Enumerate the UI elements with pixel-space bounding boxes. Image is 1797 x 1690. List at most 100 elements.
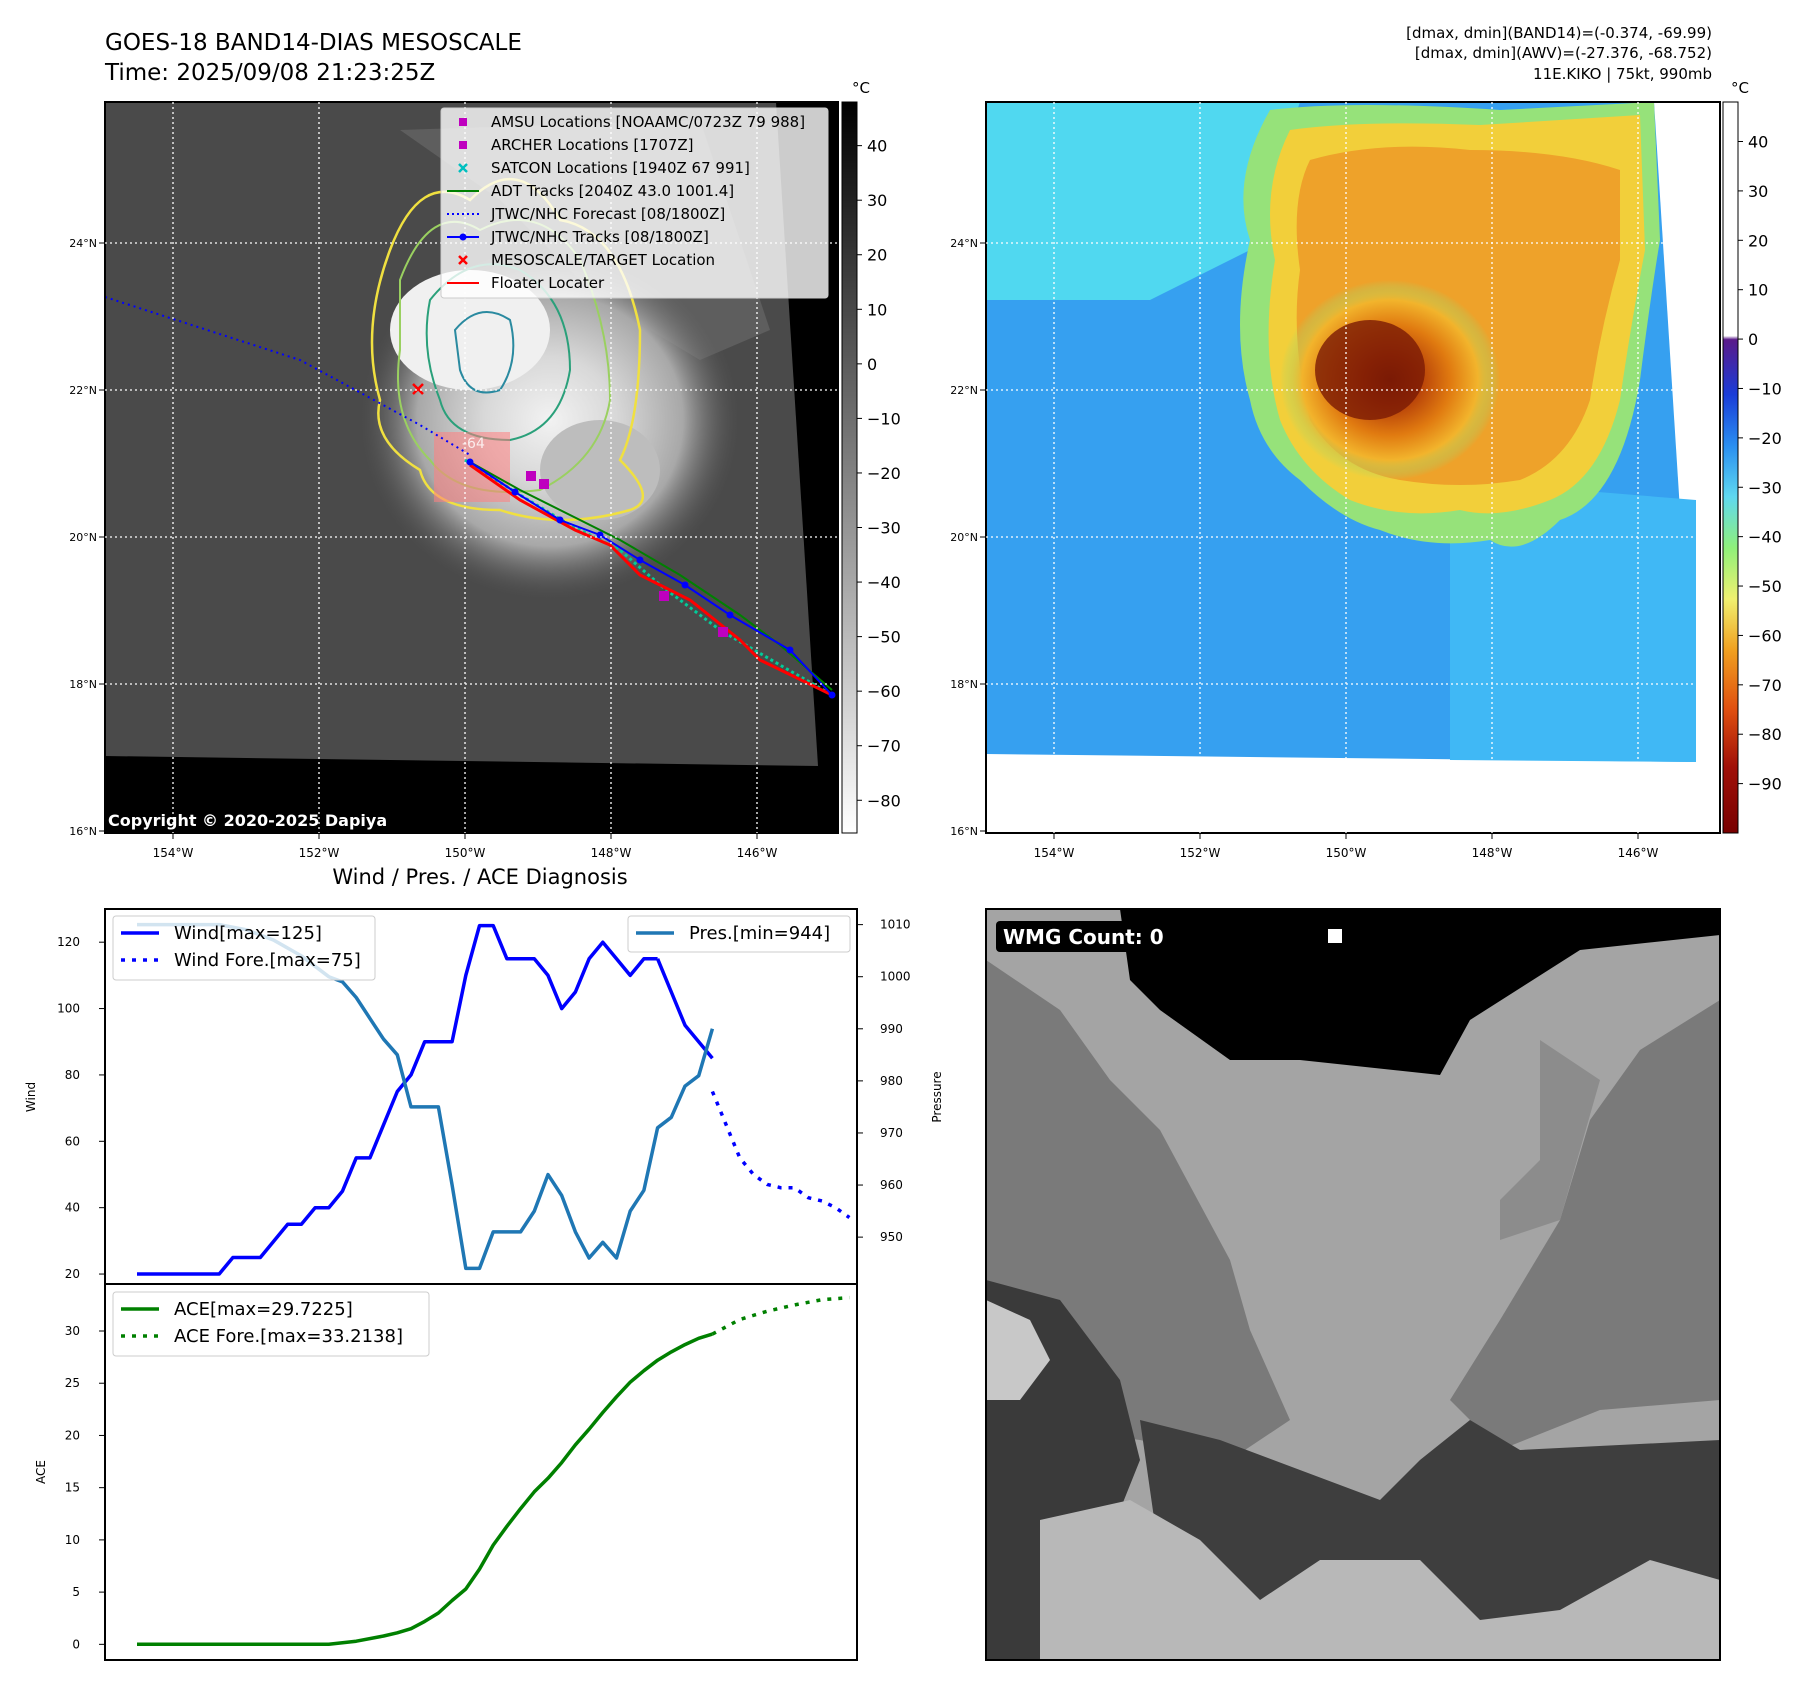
legend-entry-label: JTWC/NHC Tracks [08/1800Z] (490, 228, 709, 246)
map-lat-tick-label: 20°N (950, 531, 978, 544)
wind-axis-label: Wind (24, 1082, 38, 1112)
legend-entry-label: MESOSCALE/TARGET Location (491, 251, 715, 269)
map-lon-tick-label: 152°W (299, 846, 340, 860)
target-location-marker (412, 383, 424, 395)
map-lon-tick-label: 148°W (591, 846, 632, 860)
best-track-point (726, 611, 734, 619)
legend-entry-label: ARCHER Locations [1707Z] (491, 136, 694, 154)
pressure-tick-label: 1010 (880, 918, 911, 932)
awv-colorbar-unit: °C (1731, 79, 1749, 97)
info-line-3: 11E.KIKO | 75kt, 990mb (1533, 65, 1712, 83)
map-lat-tick-label: 16°N (950, 825, 978, 838)
series-line (137, 1332, 713, 1647)
pressure-tick-label: 990 (880, 1022, 903, 1036)
map-lon-tick-label: 150°W (1326, 846, 1367, 860)
pressure-tick-label: 980 (880, 1074, 903, 1088)
awv-map-gridlines (986, 102, 1720, 833)
ir-colorbar: °C 40 30 20 10 0 −10 −20 −30 −40 −50 −60 −70 −80 (841, 79, 901, 834)
amsu-location-marker (539, 479, 549, 489)
best-track-point (681, 581, 689, 589)
ace-tick-label: 25 (65, 1376, 80, 1390)
colorbar-tick-label: −20 (1748, 429, 1782, 448)
legend-marker (458, 255, 468, 265)
map-lat-tick-label: 22°N (69, 384, 97, 397)
ir-map-axes: 154°W 152°W 150°W 148°W 146°W 24°N 22°N 20°N 18°… (69, 237, 777, 860)
amsu-location-marker (659, 591, 669, 601)
colorbar-tick-label: −60 (1748, 626, 1782, 645)
wind-tick-label: 120 (57, 935, 80, 949)
colorbar-tick-label: 0 (1748, 330, 1758, 349)
legend-entry-label: ADT Tracks [2040Z 43.0 1001.4] (491, 182, 734, 200)
legend-marker (459, 141, 467, 149)
pressure-legend-label: Pres.[min=944] (689, 923, 830, 944)
diagnosis-chart-title: Wind / Pres. / ACE Diagnosis (332, 865, 627, 889)
pressure-tick-label: 970 (880, 1126, 903, 1140)
map-lat-tick-label: 22°N (950, 384, 978, 397)
amsu-location-marker (526, 471, 536, 481)
colorbar-tick-label: 10 (867, 300, 887, 319)
colorbar-tick-label: 30 (867, 191, 887, 210)
legend-entry-label: JTWC/NHC Forecast [08/1800Z] (490, 205, 725, 223)
pressure-tick-label: 950 (880, 1230, 903, 1244)
ace-tick-label: 0 (72, 1637, 80, 1651)
ace-legend-label: ACE[max=29.7225] (174, 1299, 353, 1320)
map-lon-tick-label: 152°W (1180, 846, 1221, 860)
colorbar-tick-label: −80 (1748, 725, 1782, 744)
colorbar-tick-label: −10 (867, 409, 901, 428)
wind-tick-label: 80 (65, 1068, 80, 1082)
colorbar-tick-label: −60 (867, 682, 901, 701)
colorbar-tick-label: −20 (867, 464, 901, 483)
colorbar-tick-label: −30 (1748, 478, 1782, 497)
map-lat-tick-label: 24°N (950, 237, 978, 250)
floater-track-line (469, 463, 833, 697)
info-line-1: [dmax, dmin](BAND14)=(-0.374, -69.99) (1406, 24, 1712, 42)
ace-tick-label: 5 (72, 1585, 80, 1599)
awv-map-axes: 154°W 152°W 150°W 148°W 146°W 24°N 22°N 20°N 18°… (950, 237, 1658, 860)
map-lat-tick-label: 20°N (69, 531, 97, 544)
legend-entry-label: Floater Locater (491, 274, 605, 292)
ir-colorbar-unit: °C (852, 79, 870, 97)
map-lat-tick-label: 18°N (950, 678, 978, 691)
colorbar-tick-label: 30 (1748, 182, 1768, 201)
wind-tick-label: 60 (65, 1134, 80, 1148)
wmg-count-label: WMG Count: 0 (1003, 925, 1164, 949)
awv-map-panel: 154°W 152°W 150°W 148°W 146°W 24°N 22°N 20°N 18°… (950, 79, 1782, 860)
wind-tick-label: 100 (57, 1002, 80, 1016)
colorbar-tick-label: 20 (867, 246, 887, 265)
target-label: -64 (462, 436, 485, 452)
ir-copyright: Copyright © 2020-2025 Dapiya (108, 811, 387, 830)
map-lat-tick-label: 18°N (69, 678, 97, 691)
colorbar-tick-label: 40 (1748, 133, 1768, 152)
colorbar-tick-label: −90 (1748, 775, 1782, 794)
awv-colorbar: °C 40 30 20 10 0 −10 −20 −30 −40 −50 −60 −70 −80 −90 (1722, 79, 1782, 834)
map-lon-tick-label: 146°W (737, 846, 778, 860)
legend-entry-label: AMSU Locations [NOAAMC/0723Z 79 988] (491, 113, 805, 131)
best-track-point (556, 516, 564, 524)
map-lon-tick-label: 150°W (445, 846, 486, 860)
map-lon-tick-label: 146°W (1618, 846, 1659, 860)
ir-map-panel: -64 Copyright © 2020-2025 Dapiya 154°W 15… (69, 79, 901, 860)
ace-tick-label: 15 (65, 1481, 80, 1495)
wind-legend-label: Wind Fore.[max=75] (174, 950, 361, 971)
colorbar-tick-label: −80 (867, 791, 901, 810)
ace-tick-label: 30 (65, 1324, 80, 1338)
map-lon-tick-label: 148°W (1472, 846, 1513, 860)
colorbar-tick-label: −70 (867, 737, 901, 756)
wmg-panel: WMG Count: 0 (985, 908, 1721, 1661)
legend-marker (459, 233, 467, 241)
colorbar-tick-label: 20 (1748, 231, 1768, 250)
best-track-point (511, 488, 519, 496)
best-track-point (828, 691, 836, 699)
colorbar-tick-label: −10 (1748, 379, 1782, 398)
colorbar-tick-label: −50 (1748, 577, 1782, 596)
pressure-tick-label: 1000 (880, 970, 911, 984)
legend-entry-label: SATCON Locations [1940Z 67 991] (491, 159, 750, 177)
best-track-point (786, 646, 794, 654)
colorbar-tick-label: −40 (867, 573, 901, 592)
series-line (137, 923, 658, 1276)
ace-legend-label: ACE Fore.[max=33.2138] (174, 1326, 403, 1347)
figure-title-line2: Time: 2025/09/08 21:23:25Z (104, 60, 435, 86)
series-line (655, 958, 714, 1060)
colorbar-tick-label: −50 (867, 628, 901, 647)
